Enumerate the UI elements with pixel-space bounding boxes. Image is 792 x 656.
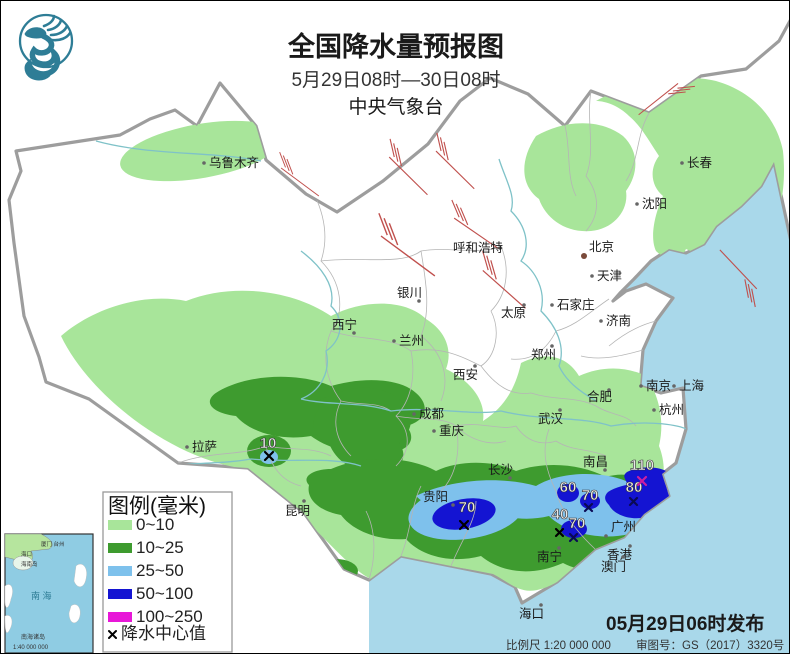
svg-text:南京: 南京 bbox=[646, 378, 671, 393]
svg-text:80: 80 bbox=[626, 479, 643, 496]
svg-text:60: 60 bbox=[560, 479, 577, 496]
svg-text:济南: 济南 bbox=[606, 313, 631, 328]
svg-text:成都: 成都 bbox=[419, 407, 445, 421]
svg-text:10~25: 10~25 bbox=[136, 538, 184, 557]
svg-text:郑州: 郑州 bbox=[531, 347, 556, 362]
svg-text:广州: 广州 bbox=[611, 520, 636, 534]
svg-text:天津: 天津 bbox=[597, 269, 622, 283]
svg-text:乌鲁木齐: 乌鲁木齐 bbox=[209, 155, 260, 170]
svg-text:长沙: 长沙 bbox=[488, 463, 514, 477]
svg-text:杭州: 杭州 bbox=[659, 402, 684, 417]
svg-text:南 海: 南 海 bbox=[31, 590, 52, 601]
svg-text:05月29日06时发布: 05月29日06时发布 bbox=[606, 612, 764, 635]
svg-text:50~100: 50~100 bbox=[136, 584, 193, 603]
svg-text:长春: 长春 bbox=[687, 156, 713, 170]
svg-text:0~10: 0~10 bbox=[136, 515, 174, 534]
svg-text:合肥: 合肥 bbox=[587, 389, 613, 404]
svg-text:银川: 银川 bbox=[397, 286, 422, 300]
svg-text:澳门: 澳门 bbox=[601, 559, 626, 574]
svg-text:1:40 000 000: 1:40 000 000 bbox=[13, 645, 49, 651]
svg-text:审图号：GS（2017）3320号: 审图号：GS（2017）3320号 bbox=[636, 638, 784, 652]
svg-text:70: 70 bbox=[582, 487, 599, 504]
svg-text:北京: 北京 bbox=[589, 240, 614, 254]
svg-text:比例尺 1:20 000 000: 比例尺 1:20 000 000 bbox=[506, 638, 611, 652]
svg-text:25~50: 25~50 bbox=[136, 561, 184, 580]
svg-text:降水中心值: 降水中心值 bbox=[121, 624, 206, 643]
svg-text:110: 110 bbox=[630, 457, 654, 474]
svg-text:70: 70 bbox=[569, 515, 586, 532]
svg-text:西宁: 西宁 bbox=[332, 317, 357, 332]
svg-text:呼和浩特: 呼和浩特 bbox=[453, 240, 503, 255]
svg-text:兰州: 兰州 bbox=[399, 334, 424, 348]
svg-text:太原: 太原 bbox=[501, 305, 526, 320]
svg-text:南宁: 南宁 bbox=[537, 549, 562, 564]
svg-text:西安: 西安 bbox=[453, 367, 478, 382]
svg-text:海口: 海口 bbox=[519, 606, 544, 621]
svg-text:贵阳: 贵阳 bbox=[423, 490, 448, 504]
svg-text:武汉: 武汉 bbox=[538, 412, 564, 426]
svg-text:石家庄: 石家庄 bbox=[557, 297, 595, 312]
svg-text:全国降水量预报图: 全国降水量预报图 bbox=[287, 31, 504, 62]
svg-text:中央气象台: 中央气象台 bbox=[348, 96, 443, 118]
svg-text:70: 70 bbox=[459, 499, 476, 516]
svg-text:拉萨: 拉萨 bbox=[192, 439, 217, 454]
svg-text:昆明: 昆明 bbox=[285, 504, 310, 518]
svg-text:厦门 台州: 厦门 台州 bbox=[41, 540, 65, 548]
svg-text:海南岛: 海南岛 bbox=[21, 560, 38, 568]
svg-text:南海诸岛: 南海诸岛 bbox=[21, 633, 45, 641]
svg-text:海口: 海口 bbox=[21, 550, 32, 558]
svg-text:10: 10 bbox=[260, 435, 277, 452]
svg-text:5月29日08时—30日08时: 5月29日08时—30日08时 bbox=[291, 69, 500, 91]
svg-text:40: 40 bbox=[552, 506, 569, 523]
svg-text:重庆: 重庆 bbox=[439, 423, 465, 438]
svg-text:上海: 上海 bbox=[679, 378, 705, 393]
svg-text:沈阳: 沈阳 bbox=[642, 196, 667, 211]
svg-text:南昌: 南昌 bbox=[583, 454, 608, 469]
